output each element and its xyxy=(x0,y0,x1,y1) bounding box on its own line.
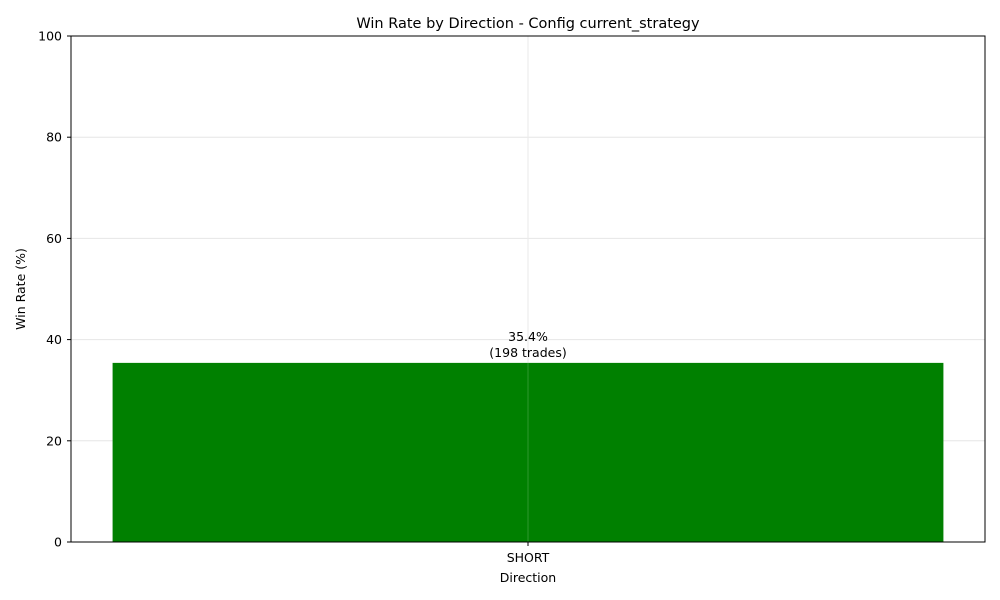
data-labels: 35.4%(198 trades) xyxy=(489,329,566,360)
chart-title: Win Rate by Direction - Config current_s… xyxy=(356,16,700,32)
y-tick-label: 40 xyxy=(46,332,62,347)
y-tick-label: 60 xyxy=(46,231,62,246)
y-tick-label: 20 xyxy=(46,433,62,448)
bars xyxy=(112,36,944,542)
y-axis-label: Win Rate (%) xyxy=(13,248,28,330)
y-tick-label: 0 xyxy=(54,535,62,550)
y-tick-label: 80 xyxy=(46,130,62,145)
x-axis-ticks: SHORT xyxy=(507,542,550,565)
bar-data-label: (198 trades) xyxy=(489,345,566,360)
bar-data-label: 35.4% xyxy=(508,329,548,344)
x-axis-label: Direction xyxy=(500,570,556,585)
y-tick-label: 100 xyxy=(38,29,62,44)
y-axis-ticks: 0 20 40 60 80 100 xyxy=(38,29,71,550)
x-tick-label: SHORT xyxy=(507,550,550,565)
bar-short xyxy=(112,362,944,542)
